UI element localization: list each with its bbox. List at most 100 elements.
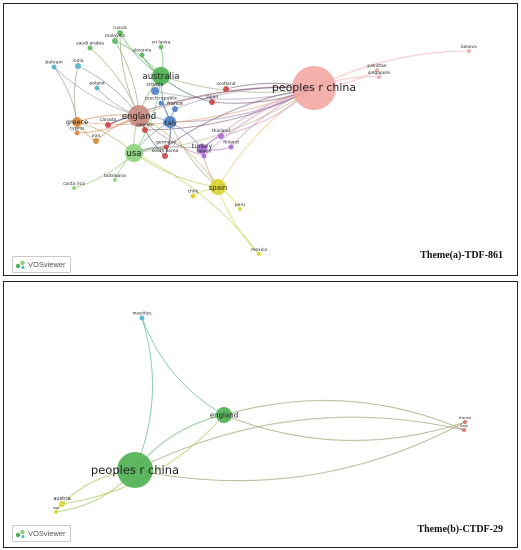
node-russia[interactable] [117,30,123,36]
node-layer: peoples r china australia england usa spain i… [45,25,477,256]
edge-italy-spain [169,121,219,188]
node-label-finland: finland [223,140,239,146]
node-poland[interactable] [94,85,100,91]
node-china[interactable] [117,452,153,488]
node-label-germany: germany [156,140,176,146]
node-italy[interactable] [462,428,466,432]
vosviewer-label: VOSviewer [28,529,66,538]
node-cyprus[interactable] [74,130,80,136]
edge-england-france [223,414,466,441]
edge-china-france [134,421,466,481]
node-france[interactable] [463,420,467,424]
node-czech-republic[interactable] [158,100,164,106]
node-mexico[interactable] [257,252,261,256]
node-mauritius[interactable] [139,315,145,321]
node-label-botswana: botswana [104,173,126,179]
network-graph-a[interactable]: peoples r china australia england usa spain i… [4,4,517,275]
node-usa[interactable] [125,144,143,162]
edge-china-mauritius [134,317,154,471]
node-canada[interactable] [105,122,111,128]
node-label-iran: iran [92,133,101,139]
node-slovenia[interactable] [139,52,145,58]
edge-china-mauritius [134,317,153,471]
node-label-taiwan: taiwan [196,149,211,155]
node-kosovo[interactable] [467,49,471,53]
node-sweden[interactable] [142,127,148,133]
edge-england-italy [223,400,465,431]
edge-england-france [223,414,466,442]
vosviewer-badge: VOSviewer [12,256,71,273]
node-costa-rica[interactable] [72,186,76,190]
node-australia[interactable] [152,67,170,85]
node-bahrain[interactable] [51,64,57,70]
node-label-costa-rica: costa rica [63,181,85,187]
node-label-bahrain: bahrain [45,60,62,66]
node-greece[interactable] [72,117,82,127]
node-spain[interactable] [210,179,226,195]
node-label-england: england [122,112,156,122]
node-italy[interactable] [164,116,176,128]
node-label-italy: italy [460,423,469,428]
node-label-mexico: mexico [251,247,267,253]
node-label-sweden: sweden [136,122,153,128]
node-england[interactable] [216,407,232,423]
node-label-japan: japan [205,94,219,100]
node-label-china: peoples r china [91,463,179,477]
node-croatia[interactable] [151,87,159,95]
edge-england-india [77,65,140,117]
edge-england-italy [223,399,465,431]
node-label-malaysia: malaysia [105,33,125,39]
node-label-italy: italy [163,119,177,127]
node-pakistan[interactable] [375,68,379,72]
node-botswana[interactable] [113,178,117,182]
edge-spain-mexico [217,186,260,255]
node-label-saudi-arabia: saudi arabia [76,41,104,47]
edge-layer [53,32,470,255]
node-label-france: france [167,101,183,107]
vosviewer-badge: VOSviewer [12,525,71,542]
theme-caption-a: Theme(a)-TDF-861 [420,250,503,261]
node-germany[interactable] [163,144,169,150]
node-england[interactable] [128,105,150,127]
node-taiwan[interactable] [201,153,207,159]
node-label-spain: spain [209,184,228,192]
vosviewer-label: VOSviewer [28,260,66,269]
node-usa[interactable] [54,510,58,514]
node-label-australia: australia [143,72,180,82]
node-label-england: england [210,412,238,420]
edge-england-india [77,65,140,117]
edge-england-bahrain [53,66,140,117]
node-sri-lanka[interactable] [158,44,164,50]
node-france[interactable] [172,106,178,112]
node-label-scotland: scotland [216,81,235,87]
node-label-singapore: singapore [368,70,390,76]
edge-greece-bahrain [53,66,78,123]
node-turkey[interactable] [197,144,207,154]
node-south-korea[interactable] [162,153,168,159]
network-graph-b[interactable]: peoples r china england mauritius austria us… [4,282,517,547]
node-label-turkey: turkey [192,142,213,150]
edge-layer [55,317,466,513]
node-peru[interactable] [238,207,242,211]
node-saudi-arabia[interactable] [87,45,93,51]
edge-china-italy [134,416,465,471]
node-thailand[interactable] [218,133,224,139]
node-japan[interactable] [209,99,215,105]
node-label-canada: canada [100,117,117,123]
node-austria[interactable] [59,501,65,507]
node-label-south-korea: south korea [152,148,179,154]
node-label-slovenia: slovenia [133,48,152,54]
edge-england-mauritius [141,317,225,416]
node-finland[interactable] [228,144,234,150]
node-malaysia[interactable] [112,38,118,44]
node-label-usa: usa [126,149,141,159]
node-singapore[interactable] [377,75,381,79]
node-india[interactable] [75,63,81,69]
node-iran[interactable] [93,138,99,144]
node-label-cyprus: cyprus [69,126,85,132]
node-scotland[interactable] [223,86,229,92]
node-label-india: india [73,58,84,64]
node-chile[interactable] [190,193,196,199]
node-china[interactable] [292,66,336,110]
vosviewer-logo-icon [15,529,25,538]
